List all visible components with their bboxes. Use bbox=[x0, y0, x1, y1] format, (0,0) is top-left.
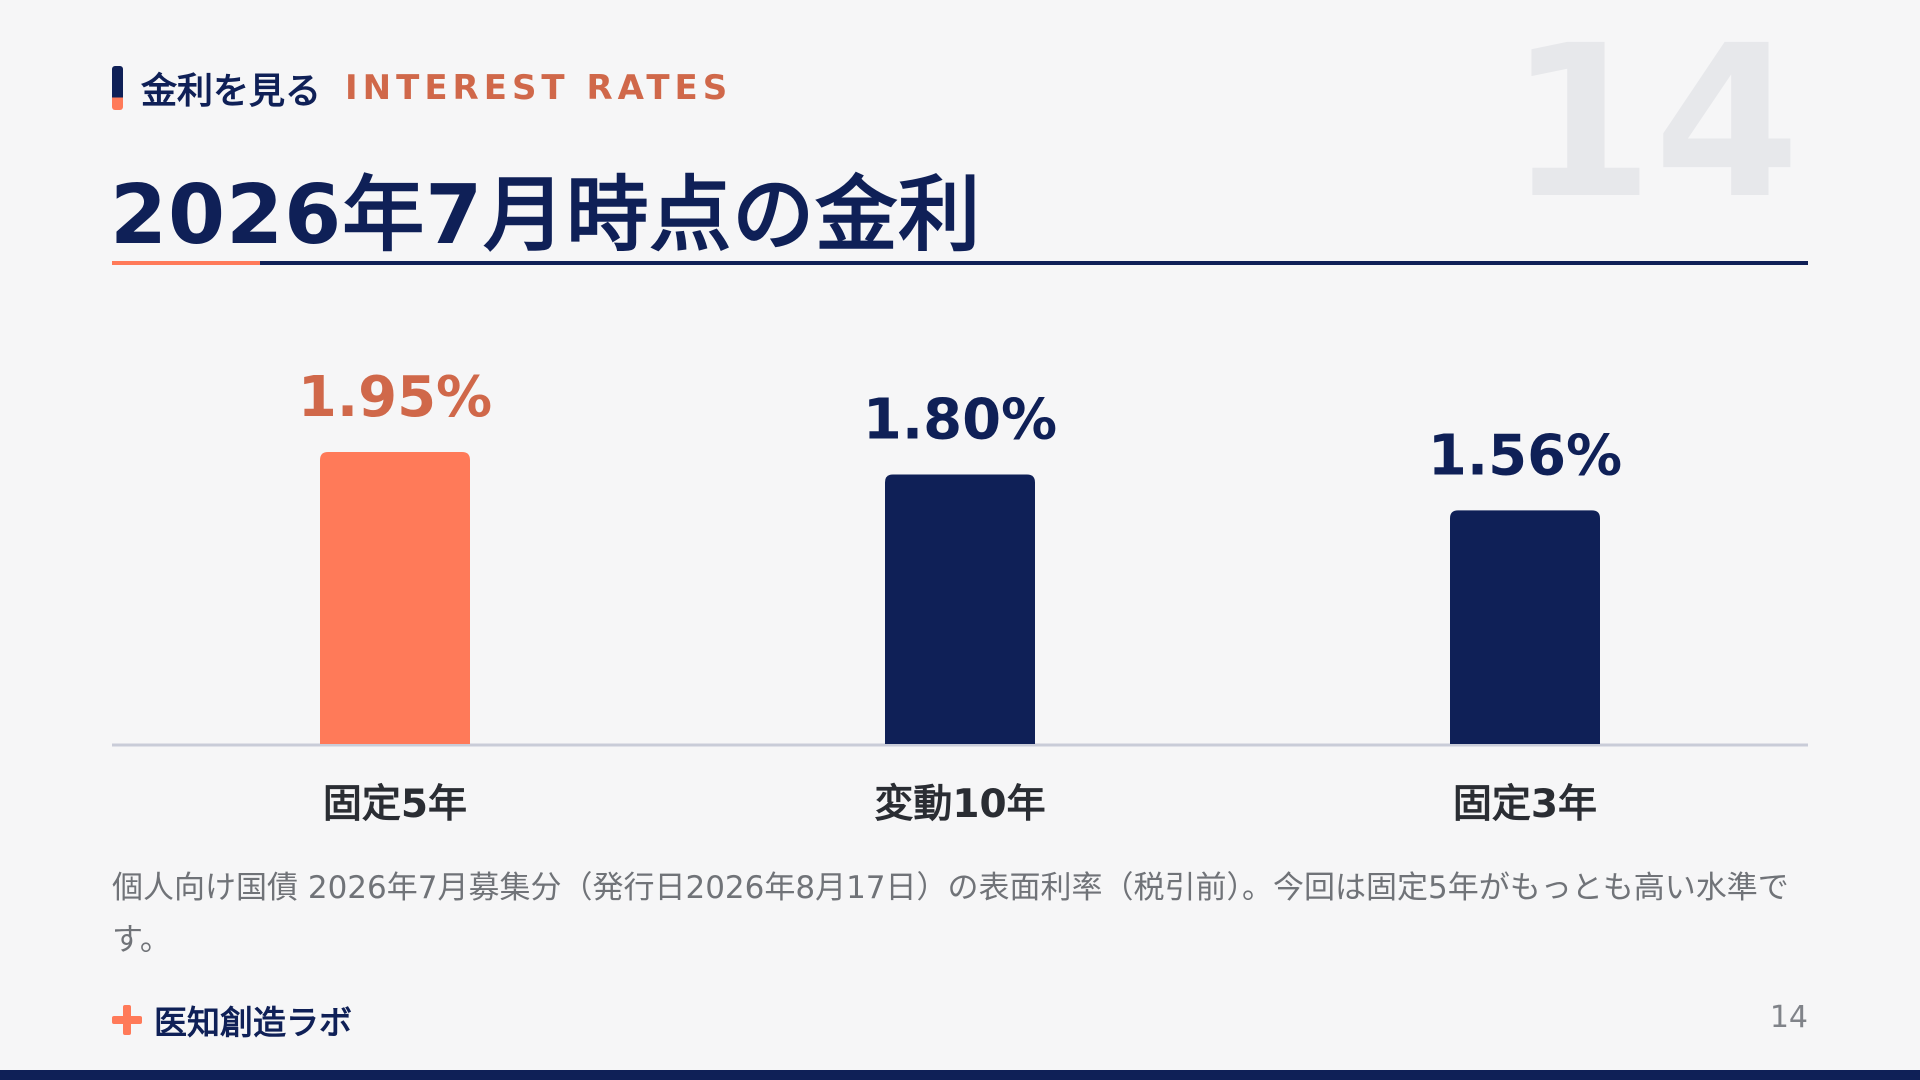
data-label-3: 1.56% bbox=[1428, 423, 1622, 488]
category-label-1: 固定5年 bbox=[323, 782, 467, 827]
title-underline bbox=[112, 261, 1808, 265]
category-label-2: 変動10年 bbox=[874, 782, 1045, 827]
brand-name: 医知創造ラボ bbox=[154, 1003, 352, 1042]
bar-3 bbox=[1450, 510, 1600, 744]
large-page-number: 14 bbox=[1507, 0, 1800, 245]
data-label-2: 1.80% bbox=[863, 387, 1057, 452]
chart-caption: 個人向け国債 2026年7月募集分（発行日2026年8月17日）の表面利率（税引… bbox=[112, 870, 1789, 958]
plus-icon bbox=[112, 1005, 142, 1035]
title-underline-accent bbox=[112, 261, 260, 265]
bar-chart: 1.95% 固定5年 1.80% 変動10年 1.56% 固定3年 bbox=[112, 365, 1808, 827]
section-marker bbox=[112, 66, 123, 110]
section-label: 金利を見る INTEREST RATES bbox=[112, 64, 732, 112]
section-title-jp: 金利を見る bbox=[141, 71, 322, 112]
section-title-en: INTEREST RATES bbox=[345, 68, 733, 108]
bar-2 bbox=[885, 474, 1035, 744]
footer-page-number: 14 bbox=[1769, 1000, 1808, 1035]
bar-1 bbox=[320, 452, 470, 744]
bottom-bar bbox=[0, 1070, 1920, 1080]
page-title: 2026年7月時点の金利 bbox=[110, 168, 982, 263]
data-label-1: 1.95% bbox=[298, 365, 492, 430]
category-label-3: 固定3年 bbox=[1453, 782, 1597, 827]
footer-brand: 医知創造ラボ bbox=[112, 996, 352, 1044]
